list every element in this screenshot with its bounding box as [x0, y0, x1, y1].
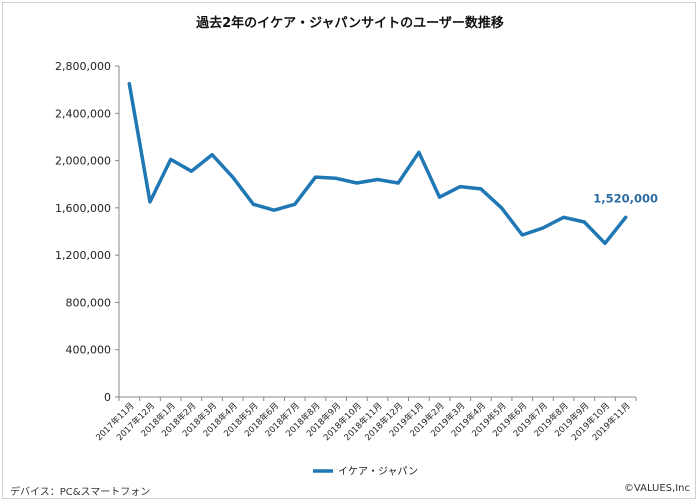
- legend: イケア・ジャパン: [313, 466, 418, 478]
- data-point: [169, 158, 172, 161]
- data-point: [396, 181, 400, 185]
- y-tick-label: 2,800,000: [55, 60, 111, 73]
- y-tick-label: 1,600,000: [55, 202, 111, 215]
- annotation-group: 1,520,000: [593, 191, 658, 205]
- series-line: [127, 81, 628, 246]
- data-label: 1,520,000: [593, 191, 658, 205]
- data-point: [500, 206, 503, 210]
- data-point: [272, 209, 276, 212]
- data-point: [252, 203, 255, 206]
- data-point: [128, 82, 131, 85]
- legend-label: イケア・ジャパン: [338, 466, 418, 478]
- device-note: デバイス：PC&スマートフォン: [10, 487, 151, 498]
- data-point: [417, 151, 421, 154]
- y-tick-label: 1,200,000: [55, 249, 111, 262]
- data-point: [541, 226, 545, 230]
- data-point: [190, 170, 193, 173]
- data-point: [210, 153, 214, 156]
- y-tick-label: 800,000: [66, 296, 112, 309]
- data-point: [293, 203, 296, 206]
- y-tick-label: 0: [104, 391, 111, 404]
- data-point: [624, 216, 627, 219]
- y-tick-label: 400,000: [66, 344, 112, 357]
- y-tick-label: 2,000,000: [55, 155, 111, 168]
- data-point: [438, 196, 441, 199]
- copyright: ©VALUES,Inc: [623, 483, 690, 494]
- data-point: [603, 242, 607, 245]
- data-point: [479, 187, 483, 191]
- chart-title: 過去2年のイケア・ジャパンサイトのユーザー数推移: [195, 15, 504, 31]
- data-point: [148, 200, 152, 204]
- y-tick-label: 2,400,000: [55, 107, 111, 120]
- data-point: [562, 216, 565, 219]
- data-point: [521, 233, 524, 237]
- chart-axes: [118, 66, 636, 398]
- x-axis-ticks: 2017年11月2017年12月2018年1月2018年2月2018年3月201…: [94, 397, 637, 443]
- data-point: [376, 178, 379, 181]
- data-point: [231, 175, 234, 179]
- data-point: [459, 185, 462, 188]
- data-point: [355, 181, 359, 185]
- y-axis-ticks: 0 400,000 800,000 1,200,000 1,600,000 2,000,0…: [55, 60, 119, 404]
- data-point: [583, 220, 586, 224]
- data-point: [314, 175, 317, 179]
- chart-frame: [2, 2, 696, 499]
- data-point: [334, 177, 338, 180]
- series-group: [127, 81, 628, 246]
